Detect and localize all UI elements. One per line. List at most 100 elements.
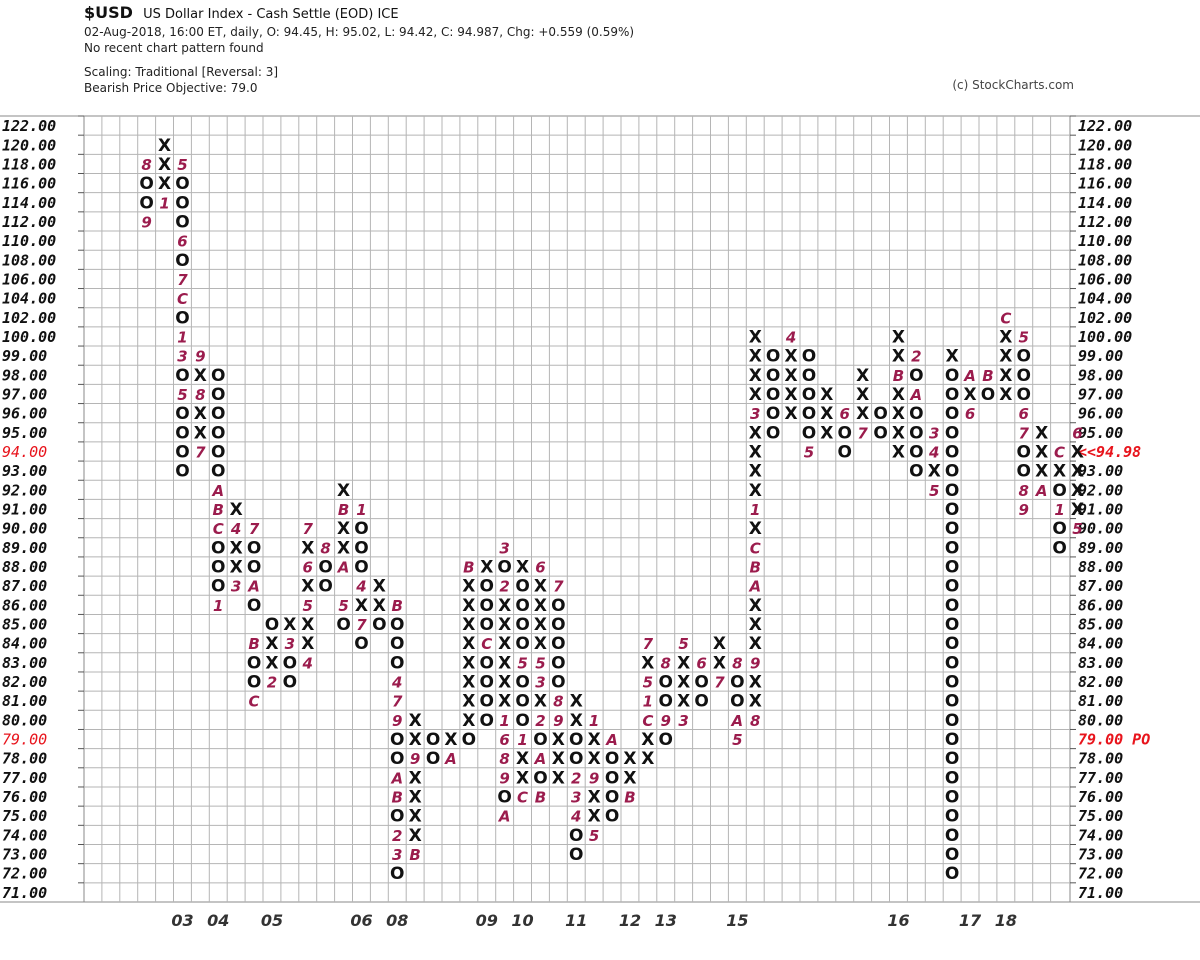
pnf-mark: X	[409, 730, 422, 750]
pnf-mark: O	[390, 615, 404, 635]
pnf-mark: X	[856, 385, 869, 405]
pnf-mark: O	[802, 347, 816, 367]
pnf-mark: X	[784, 366, 797, 386]
pnf-month: 1	[589, 712, 599, 730]
pnf-month: 4	[302, 654, 313, 672]
y-label-right: 92.00	[1078, 481, 1123, 499]
y-label-right: 90.00	[1078, 520, 1123, 538]
pnf-mark: X	[301, 615, 314, 635]
pnf-mark: O	[211, 462, 225, 482]
pnf-month: 7	[714, 674, 725, 692]
pnf-mark: O	[551, 634, 565, 654]
pnf-mark: X	[749, 615, 762, 635]
pnf-mark: X	[641, 730, 654, 750]
x-label: 09	[476, 911, 498, 930]
y-label-left: 116.00	[2, 175, 56, 193]
pnf-mark: O	[945, 673, 959, 693]
pnf-month: 2	[911, 348, 921, 366]
pnf-mark: O	[318, 577, 332, 597]
pnf-mark: O	[730, 673, 744, 693]
pnf-mark: X	[749, 442, 762, 462]
pnf-mark: X	[409, 788, 422, 808]
pnf-mark: X	[749, 596, 762, 616]
pnf-mark: X	[784, 347, 797, 367]
pnf-mark: O	[802, 385, 816, 405]
pnf-mark: O	[945, 730, 959, 750]
pnf-mark: O	[605, 749, 619, 769]
pnf-mark: O	[247, 558, 261, 578]
pnf-month: 3	[392, 846, 402, 864]
pnf-mark: O	[766, 404, 780, 424]
y-label-left: 90.00	[2, 520, 47, 538]
y-label-left: 112.00	[2, 213, 56, 231]
pnf-month: 8	[732, 654, 742, 672]
pnf-mark: O	[480, 596, 494, 616]
pnf-mark: X	[588, 749, 601, 769]
pnf-mark: O	[909, 423, 923, 443]
pnf-mark: X	[820, 385, 833, 405]
pnf-mark: O	[211, 558, 225, 578]
pnf-mark: O	[551, 653, 565, 673]
pnf-month: A	[390, 769, 403, 787]
pnf-mark: X	[749, 385, 762, 405]
y-label-left: 94.00	[2, 443, 47, 461]
pnf-mark: X	[373, 577, 386, 597]
pnf-mark: X	[516, 768, 529, 788]
pnf-month: 5	[1072, 520, 1082, 538]
x-label: 15	[726, 911, 748, 930]
y-label-left: 89.00	[2, 539, 47, 557]
pnf-mark: X	[928, 462, 941, 482]
pnf-month: B	[535, 789, 546, 807]
pnf-mark: O	[175, 423, 189, 443]
pnf-mark: X	[516, 558, 529, 578]
pnf-mark: O	[515, 596, 529, 616]
y-label-right: 72.00	[1078, 865, 1123, 883]
pnf-mark: X	[194, 366, 207, 386]
pnf-mark: O	[551, 596, 565, 616]
pnf-mark: O	[1052, 519, 1066, 539]
x-label: 11	[565, 911, 587, 930]
y-label-right: 89.00	[1078, 539, 1123, 557]
pnf-mark: X	[1071, 442, 1084, 462]
pnf-month: 6	[535, 559, 545, 577]
pnf-mark: X	[677, 653, 690, 673]
y-label-left: 87.00	[2, 577, 47, 595]
y-label-left: 75.00	[2, 807, 47, 825]
pnf-month: 3	[499, 539, 509, 557]
pnf-mark: O	[945, 538, 959, 558]
pnf-mark: O	[945, 615, 959, 635]
pnf-mark: O	[480, 653, 494, 673]
pnf-mark: O	[838, 442, 852, 462]
scaling-line: Scaling: Traditional [Reversal: 3]	[84, 65, 279, 79]
pnf-mark: O	[426, 730, 440, 750]
y-label-left: 120.00	[2, 136, 56, 154]
pnf-month: 9	[589, 769, 599, 787]
pnf-month: 1	[517, 731, 527, 749]
pnf-mark: X	[462, 615, 475, 635]
pnf-mark: O	[945, 404, 959, 424]
pnf-mark: X	[892, 385, 905, 405]
pnf-mark: O	[945, 366, 959, 386]
pnf-mark: O	[945, 845, 959, 865]
pnf-month: 8	[141, 156, 151, 174]
pnf-mark: O	[390, 730, 404, 750]
pnf-mark: O	[569, 749, 583, 769]
x-label: 08	[386, 911, 408, 930]
x-label: 12	[619, 911, 641, 930]
pnf-mark: O	[175, 462, 189, 482]
pnf-mark: O	[802, 366, 816, 386]
pnf-month: 7	[1019, 424, 1030, 442]
pnf-mark: X	[283, 615, 296, 635]
y-label-right: 83.00	[1078, 654, 1123, 672]
pnf-month: 6	[965, 405, 975, 423]
pnf-mark: X	[337, 481, 350, 501]
pnf-mark: X	[534, 692, 547, 712]
pnf-mark: O	[211, 404, 225, 424]
pnf-mark: X	[713, 634, 726, 654]
pnf-mark: O	[318, 558, 332, 578]
pnf-mark: X	[963, 385, 976, 405]
pnf-month: 6	[840, 405, 850, 423]
pnf-mark: X	[230, 538, 243, 558]
y-label-left: 92.00	[2, 481, 47, 499]
pnf-month: 3	[285, 635, 295, 653]
